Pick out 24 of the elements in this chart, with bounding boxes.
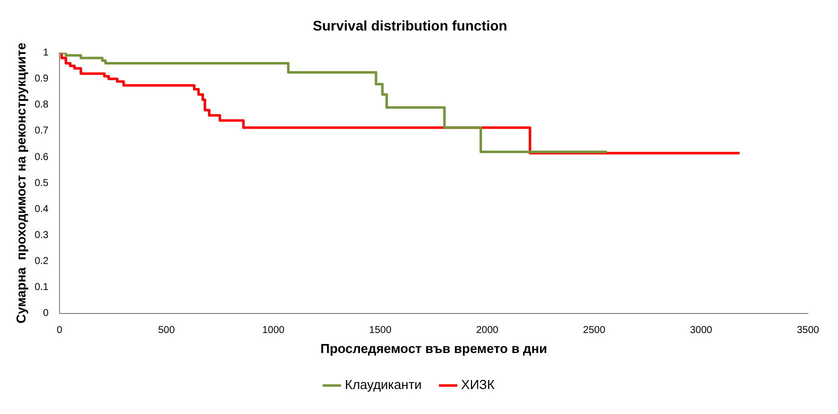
y-tick-label: 0.9 [34,74,49,85]
x-tick-label: 1000 [262,325,285,336]
y-tick-label: 0.4 [34,204,49,215]
y-tick-label: 0.3 [34,230,49,241]
x-tick-label: 3000 [690,325,713,336]
legend-label: Клаудиканти [344,377,422,392]
x-tick-label: 500 [158,325,176,336]
x-tick-label: 1500 [369,325,392,336]
y-tick-label: 0 [42,308,49,320]
y-tick-label: 0.8 [34,100,49,111]
y-axis-title: Сумарна проходимост на реконструкциите [13,42,28,324]
x-tick-label: 0 [56,325,63,336]
y-tick-label: 0.5 [34,178,49,189]
x-tick-label: 3500 [796,325,820,336]
y-tick-label: 0.6 [34,152,49,163]
y-tick-label: 0.2 [34,256,49,268]
y-tick-label: 0.1 [34,282,49,294]
x-axis-title: Проследяемост във времето в дни [320,340,548,356]
legend-label: ХИЗК [461,377,496,392]
y-tick-label: 1 [42,48,49,59]
chart-title: Survival distribution function [312,17,508,34]
x-tick-label: 2000 [476,325,499,336]
y-tick-label: 0.7 [34,126,49,137]
x-tick-label: 2500 [583,325,606,336]
